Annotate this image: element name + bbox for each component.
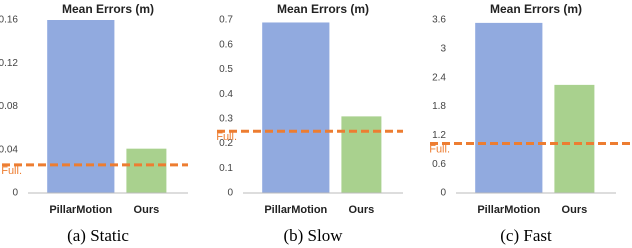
x-tick-label: PillarMotion — [477, 204, 540, 216]
x-tick-label: Ours — [349, 204, 375, 216]
bar — [47, 20, 115, 193]
y-tick-label: 0 — [12, 188, 18, 199]
bar — [475, 22, 543, 194]
y-tick-label: 0.2 — [219, 138, 233, 149]
y-tick-label: 0.1 — [219, 163, 233, 174]
y-tick-label: 2.4 — [432, 72, 446, 83]
y-tick-label: 3 — [440, 43, 446, 54]
y-tick-label: 0 — [227, 188, 233, 199]
y-tick-label: 0.3 — [219, 113, 233, 124]
y-tick-label: 0.12 — [0, 58, 18, 69]
y-tick-label: 0.6 — [219, 39, 233, 50]
caption: (c) Fast — [500, 226, 552, 245]
y-tick-label: 0.16 — [0, 15, 18, 26]
y-tick-label: 0.08 — [0, 101, 18, 112]
chart-title: Mean Errors (m) — [62, 2, 154, 16]
reference-label: Full. — [216, 131, 237, 143]
y-tick-label: 3.6 — [432, 15, 446, 26]
y-tick-label: 1.2 — [432, 130, 446, 141]
chart-title: Mean Errors (m) — [277, 2, 369, 16]
y-tick-label: 0.4 — [219, 89, 233, 100]
y-tick-label: 0.5 — [219, 64, 233, 75]
y-tick-label: 0 — [440, 188, 446, 199]
bar — [262, 22, 330, 193]
chart-title: Mean Errors (m) — [490, 2, 582, 16]
caption: (a) Static — [67, 226, 129, 245]
y-tick-label: 0.6 — [432, 159, 446, 170]
x-tick-label: Ours — [134, 204, 160, 216]
bar — [554, 84, 595, 193]
x-tick-label: Ours — [562, 204, 588, 216]
y-tick-label: 0.7 — [219, 15, 233, 26]
x-tick-label: PillarMotion — [49, 204, 112, 216]
bar — [126, 148, 167, 193]
reference-label: Full. — [429, 143, 450, 155]
y-tick-label: 0.04 — [0, 144, 18, 155]
caption: (b) Slow — [283, 226, 343, 245]
bar — [341, 116, 382, 193]
x-tick-label: PillarMotion — [264, 204, 327, 216]
reference-label: Full. — [1, 165, 22, 177]
y-tick-label: 1.8 — [432, 101, 446, 112]
